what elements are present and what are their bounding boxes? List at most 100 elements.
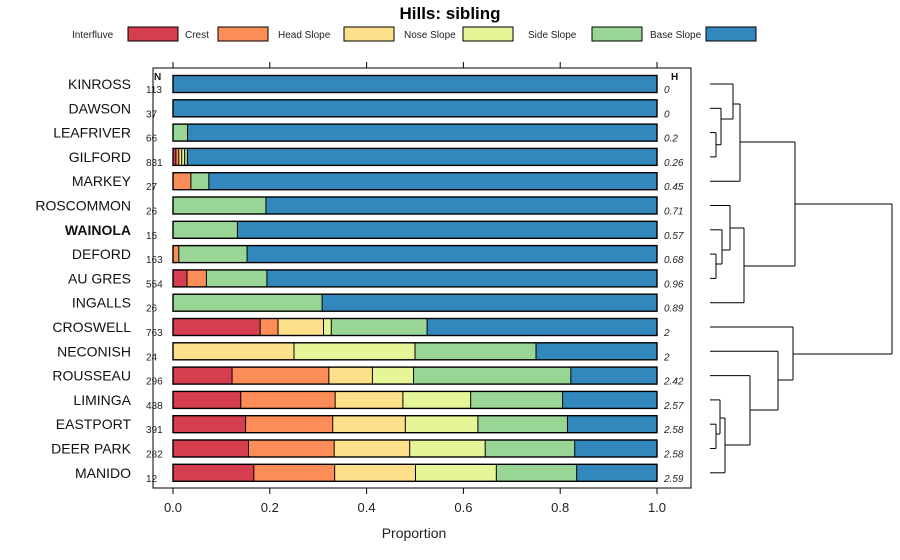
- row-au-gres: AU GRES 554 0.96: [68, 269, 684, 290]
- plot-frame: [152, 67, 692, 489]
- bar-segment-side-slope: [331, 318, 428, 336]
- row-neconish: NECONISH 24 2: [57, 342, 670, 363]
- bar-segment-interfluve: [173, 415, 246, 433]
- n-value: 438: [146, 401, 163, 412]
- row-label: NECONISH: [57, 343, 131, 359]
- bar-segment-crest: [173, 172, 191, 190]
- bar-segment-nose-slope: [402, 391, 471, 409]
- legend: Interfluve Crest Head Slope Nose Slope Side …: [72, 26, 757, 42]
- n-value: 113: [146, 85, 162, 96]
- bar-segment-interfluve: [173, 318, 261, 336]
- bar-outline: [172, 269, 658, 288]
- row-deer-park: DEER PARK 282 2.58: [51, 439, 684, 461]
- row-roscommon: ROSCOMMON 26 0.71: [35, 196, 683, 218]
- bar-segment-side-slope: [173, 221, 238, 239]
- n-value: 163: [146, 255, 163, 266]
- row-wainola: WAINOLA 15 0.57: [65, 220, 684, 242]
- bar-segment-base-slope: [536, 342, 657, 360]
- legend-label-interfluve: Interfluve: [72, 30, 114, 41]
- bar-segment-side-slope: [173, 294, 323, 312]
- bar-segment-interfluve: [173, 464, 254, 482]
- bar-segment-head-slope: [173, 342, 294, 360]
- bar-segment-side-slope: [173, 124, 188, 142]
- bar-segment-side-slope: [190, 172, 209, 190]
- h-value: 0.26: [664, 158, 684, 169]
- bar-segment-head-slope: [178, 148, 182, 166]
- bar-segment-side-slope: [415, 342, 536, 360]
- bar-outline: [172, 220, 658, 240]
- bar-segment-head-slope: [332, 415, 406, 433]
- h-value: 2: [663, 352, 670, 363]
- bar-segment-nose-slope: [405, 415, 478, 433]
- bar-segment-nose-slope: [372, 367, 414, 385]
- bar-outline: [172, 196, 658, 215]
- h-value: 0.89: [664, 304, 684, 315]
- x-axis-title: Proportion: [382, 525, 447, 541]
- row-ingalls: INGALLS 26 0.89: [72, 293, 684, 315]
- bar-segment-side-slope: [184, 148, 188, 166]
- bar-outline: [172, 147, 658, 167]
- n-column-header: N: [154, 72, 161, 83]
- bar-segment-interfluve: [173, 391, 241, 409]
- bar-segment-head-slope: [334, 464, 416, 482]
- legend-label-side-slope: Side Slope: [528, 30, 577, 41]
- h-value: 2.42: [663, 377, 684, 388]
- row-label: DEER PARK: [51, 441, 132, 457]
- x-tick-label-0-0: 0.0: [164, 500, 182, 515]
- row-rousseau: ROUSSEAU 296 2.42: [52, 366, 684, 388]
- row-gilford: GILFORD 831 0.26: [69, 147, 684, 169]
- n-value: 12: [146, 474, 158, 485]
- bar-segment-base-slope: [576, 464, 657, 482]
- legend-swatch-head-slope: [343, 26, 395, 42]
- row-kinross: KINROSS 113 0: [68, 74, 670, 96]
- bar-segment-head-slope: [335, 391, 403, 409]
- bar-segment-base-slope: [570, 367, 657, 385]
- bar-segment-nose-slope: [181, 148, 185, 166]
- bar-segment-base-slope: [247, 245, 657, 263]
- row-deford: DEFORD 163 0.68: [72, 244, 684, 266]
- bar-segment-crest: [253, 464, 335, 482]
- row-label: KINROSS: [68, 76, 131, 92]
- rows: KINROSS 113 0 DAWSON 37 0 LEAFRIVER 66 0.2 GILFOR…: [35, 74, 684, 485]
- row-label: EASTPORT: [56, 416, 132, 432]
- bar-segment-head-slope: [328, 367, 373, 385]
- bar-outline: [172, 74, 658, 94]
- bar-outline: [172, 342, 658, 361]
- legend-label-crest: Crest: [185, 30, 209, 41]
- bar-segment-head-slope: [334, 440, 410, 457]
- x-tick-label-0-2: 0.2: [261, 500, 279, 515]
- bar-segment-side-slope: [173, 197, 266, 214]
- h-value: 0.96: [664, 279, 684, 290]
- h-value: 2.58: [663, 425, 684, 436]
- n-value: 282: [146, 450, 163, 461]
- bar-segment-interfluve: [173, 148, 176, 166]
- row-croswell: CROSWELL 763 2: [52, 317, 670, 339]
- x-tick-label-0-8: 0.8: [551, 500, 569, 515]
- legend-swatch-interfluve: [127, 26, 179, 42]
- n-value: 24: [146, 352, 158, 363]
- n-value: 66: [146, 134, 158, 145]
- row-label: INGALLS: [72, 295, 131, 311]
- row-label: LEAFRIVER: [53, 125, 131, 141]
- bar-segment-base-slope: [322, 294, 657, 312]
- x-tick-label-0-6: 0.6: [454, 500, 472, 515]
- bar-segment-nose-slope: [415, 464, 497, 482]
- bar-outline: [172, 317, 658, 337]
- bar-outline: [172, 415, 658, 434]
- n-value: 26: [146, 207, 158, 218]
- row-label: DEFORD: [72, 246, 131, 262]
- row-label: MANIDO: [75, 465, 131, 481]
- bar-segment-nose-slope: [323, 318, 332, 336]
- n-value: 391: [146, 425, 163, 436]
- dendrogram: [710, 83, 893, 474]
- row-dawson: DAWSON 37 0: [69, 99, 670, 120]
- bar-segment-crest: [175, 148, 179, 166]
- row-label: CROSWELL: [52, 319, 131, 335]
- bar-segment-base-slope: [237, 221, 657, 239]
- n-value: 296: [146, 377, 163, 388]
- h-column-header: H: [671, 72, 678, 83]
- row-markey: MARKEY 27 0.45: [72, 171, 684, 193]
- bar-segment-base-slope: [574, 440, 657, 457]
- bar-segment-base-slope: [187, 148, 657, 166]
- bar-segment-base-slope: [266, 269, 657, 287]
